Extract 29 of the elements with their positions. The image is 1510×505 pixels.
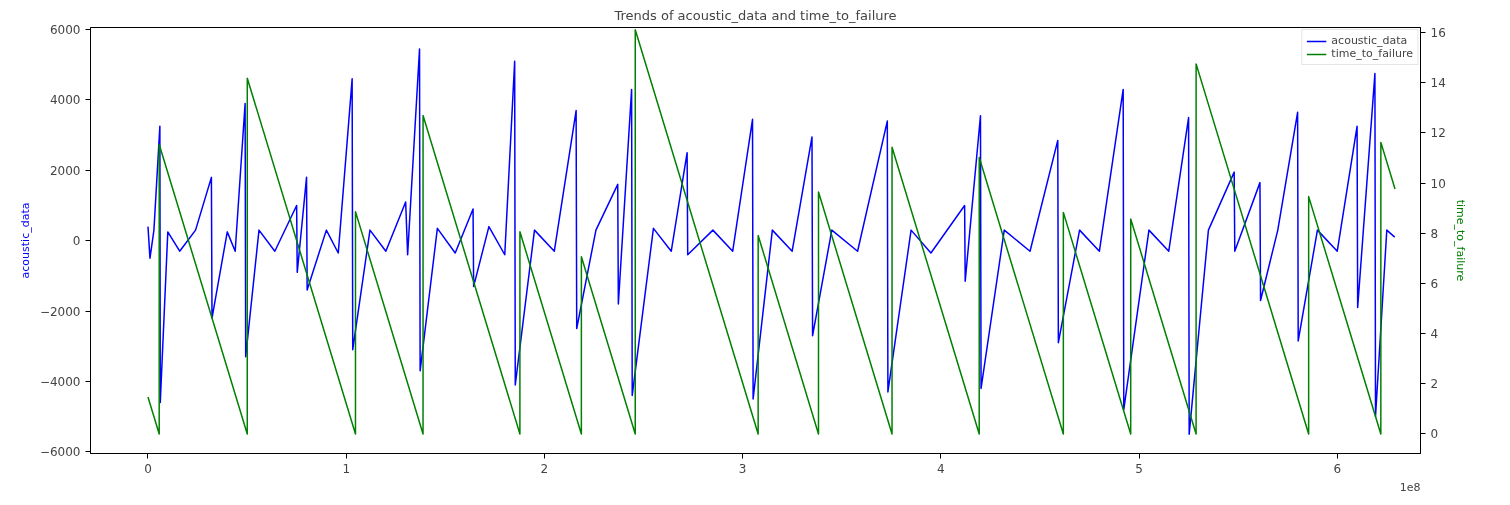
- x-tick-label: 2: [540, 461, 549, 476]
- y-axis-title: acoustic_data: [18, 202, 32, 279]
- y2-tick-label: 12: [1430, 126, 1446, 141]
- y-tick-label: 2000: [49, 163, 81, 178]
- y-tick-label: −2000: [39, 304, 81, 319]
- y-tick-label: −6000: [39, 445, 81, 460]
- y2-tick-label: 10: [1430, 176, 1446, 191]
- y2-tick-label: 8: [1430, 226, 1439, 241]
- x-tick-label: 4: [937, 461, 945, 476]
- chart-title: Trends of acoustic_data and time_to_failure: [613, 7, 897, 23]
- y-tick-label: 6000: [49, 23, 81, 38]
- y2-tick-label: 16: [1430, 26, 1446, 41]
- y2-axis-title: time_to_failure: [1453, 199, 1467, 282]
- y-tick-label: −4000: [39, 374, 81, 389]
- x-tick-label: 5: [1135, 461, 1143, 476]
- y2-tick-label: 0: [1430, 427, 1439, 442]
- x-tick-label: 3: [738, 461, 747, 476]
- y2-tick-label: 14: [1430, 76, 1446, 91]
- y2-tick-label: 4: [1430, 327, 1439, 342]
- y2-tick-label: 6: [1430, 276, 1439, 291]
- y2-tick-label: 2: [1430, 377, 1439, 392]
- x-tick-label: 1: [342, 461, 351, 476]
- y-tick-label: 0: [72, 234, 81, 249]
- y-tick-label: 4000: [49, 93, 81, 108]
- text: 1e8: [1399, 480, 1421, 494]
- legend-label: acoustic_data: [1331, 34, 1408, 47]
- x-tick-label: 6: [1333, 461, 1342, 476]
- legend-label: time_to_failure: [1331, 47, 1413, 60]
- x-tick-label: 0: [144, 461, 152, 476]
